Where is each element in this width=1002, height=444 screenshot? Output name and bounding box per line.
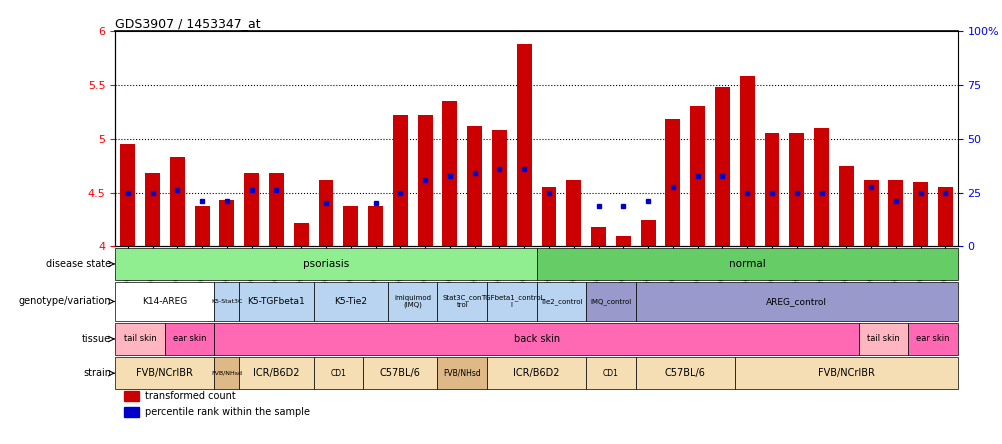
Bar	[664, 119, 679, 246]
Bar	[734, 357, 957, 389]
Bar	[437, 282, 487, 321]
Bar	[115, 282, 214, 321]
Text: transformed count: transformed count	[144, 392, 235, 401]
Bar	[115, 357, 214, 389]
Text: strain: strain	[83, 368, 111, 378]
Bar	[388, 282, 437, 321]
Text: back skin: back skin	[513, 334, 559, 344]
Bar	[219, 200, 234, 246]
Bar	[314, 357, 363, 389]
Text: K5-Tie2: K5-Tie2	[334, 297, 367, 306]
Bar	[145, 173, 159, 246]
Bar	[239, 357, 314, 389]
Text: AREG_control: AREG_control	[766, 297, 827, 306]
Text: FVB/NHsd: FVB/NHsd	[443, 369, 481, 378]
Text: tail skin: tail skin	[123, 334, 156, 344]
Text: Tie2_control: Tie2_control	[540, 298, 582, 305]
Bar	[319, 180, 333, 246]
Text: percentile rank within the sample: percentile rank within the sample	[144, 407, 310, 417]
Bar	[194, 206, 209, 246]
Bar	[635, 357, 734, 389]
Bar	[764, 133, 779, 246]
Text: tissue: tissue	[82, 334, 111, 344]
Bar	[120, 144, 135, 246]
Bar	[214, 323, 858, 355]
Bar	[863, 180, 878, 246]
Bar	[123, 407, 139, 417]
Bar	[590, 227, 605, 246]
Bar	[585, 282, 635, 321]
Text: K5-TGFbeta1: K5-TGFbeta1	[247, 297, 305, 306]
Text: imiquimod
(IMQ): imiquimod (IMQ)	[394, 295, 431, 308]
Bar	[838, 166, 853, 246]
Bar	[115, 323, 164, 355]
Bar	[123, 391, 139, 401]
Bar	[169, 157, 184, 246]
Text: K5-Stat3C: K5-Stat3C	[211, 299, 242, 304]
Bar	[393, 115, 408, 246]
Bar	[363, 357, 437, 389]
Bar	[492, 130, 506, 246]
Bar	[908, 323, 957, 355]
Bar	[913, 182, 927, 246]
Bar	[635, 282, 957, 321]
Text: C57BL/6: C57BL/6	[664, 368, 705, 378]
Bar	[487, 282, 536, 321]
Bar	[640, 219, 655, 246]
Text: FVB/NCrIBR: FVB/NCrIBR	[817, 368, 874, 378]
Text: C57BL/6: C57BL/6	[380, 368, 420, 378]
Bar	[814, 128, 829, 246]
Text: FVB/NCrIBR: FVB/NCrIBR	[136, 368, 193, 378]
Bar	[115, 248, 536, 280]
Bar	[239, 282, 314, 321]
Bar	[214, 357, 239, 389]
Bar	[368, 206, 383, 246]
Text: ear skin: ear skin	[916, 334, 949, 344]
Bar	[214, 282, 239, 321]
Text: genotype/variation: genotype/variation	[18, 297, 111, 306]
Text: psoriasis: psoriasis	[303, 259, 349, 269]
Bar	[789, 133, 804, 246]
Bar	[487, 357, 585, 389]
Bar	[541, 187, 556, 246]
Bar	[739, 76, 754, 246]
Bar	[442, 101, 457, 246]
Bar	[314, 282, 388, 321]
Text: TGFbeta1_control
l: TGFbeta1_control l	[481, 295, 542, 308]
Bar	[294, 223, 309, 246]
Bar	[437, 357, 487, 389]
Bar	[164, 323, 214, 355]
Text: K14-AREG: K14-AREG	[142, 297, 187, 306]
Text: FVB/NHsd: FVB/NHsd	[211, 371, 242, 376]
Text: ICR/B6D2: ICR/B6D2	[253, 368, 300, 378]
Bar	[467, 126, 482, 246]
Bar	[566, 180, 580, 246]
Bar	[858, 323, 908, 355]
Bar	[536, 282, 585, 321]
Text: IMQ_control: IMQ_control	[590, 298, 631, 305]
Text: GDS3907 / 1453347_at: GDS3907 / 1453347_at	[115, 17, 261, 30]
Text: CD1: CD1	[330, 369, 346, 378]
Bar	[343, 206, 358, 246]
Bar	[937, 187, 952, 246]
Bar	[689, 107, 704, 246]
Text: Stat3C_con
trol: Stat3C_con trol	[442, 295, 482, 308]
Text: disease state: disease state	[46, 259, 111, 269]
Bar	[536, 248, 957, 280]
Bar	[516, 44, 531, 246]
Text: tail skin: tail skin	[867, 334, 899, 344]
Bar	[585, 357, 635, 389]
Bar	[417, 115, 432, 246]
Bar	[269, 173, 284, 246]
Bar	[615, 236, 630, 246]
Text: normal: normal	[728, 259, 765, 269]
Text: ear skin: ear skin	[172, 334, 206, 344]
Bar	[714, 87, 729, 246]
Text: ICR/B6D2: ICR/B6D2	[513, 368, 559, 378]
Bar	[243, 173, 259, 246]
Text: CD1: CD1	[602, 369, 618, 378]
Bar	[888, 180, 903, 246]
